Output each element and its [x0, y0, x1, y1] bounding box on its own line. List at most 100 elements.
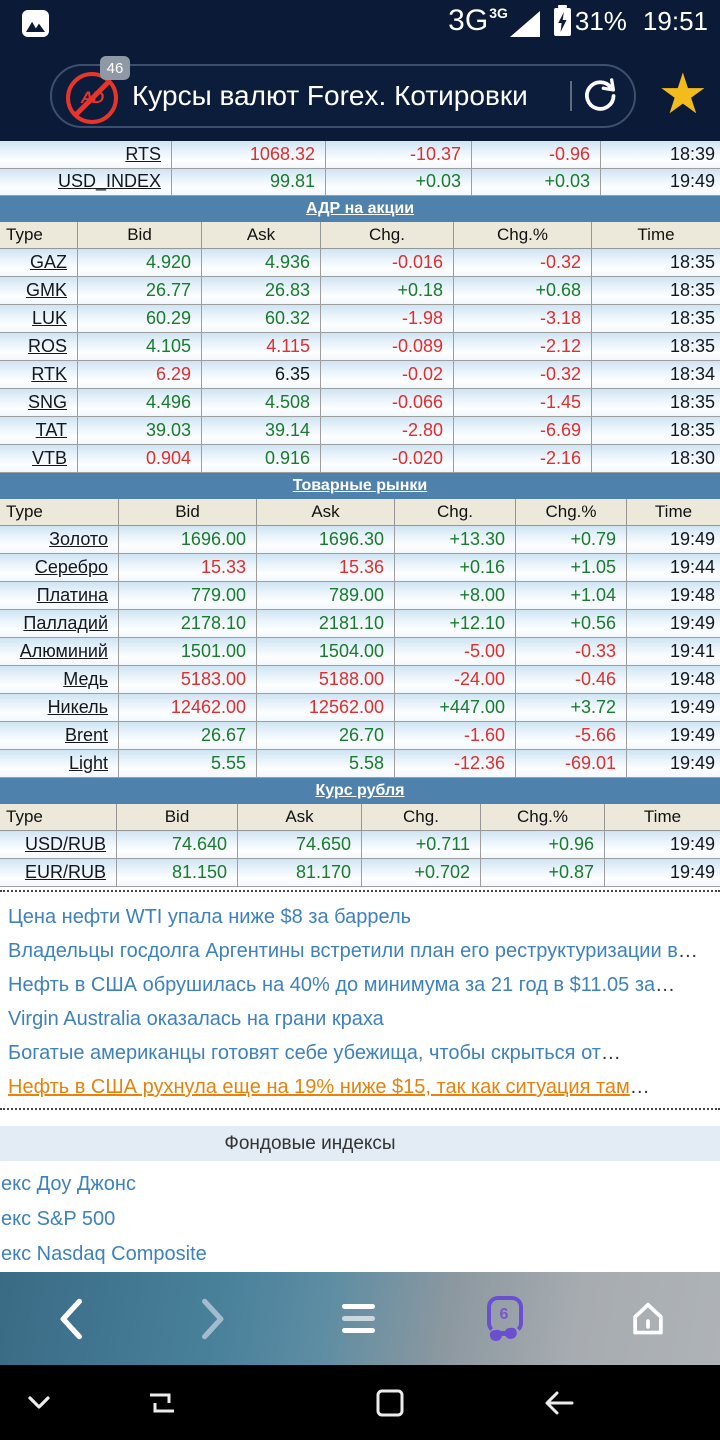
quote-cell: +0.18 [321, 277, 454, 304]
quote-row: Медь 5183.00 5188.00 -24.00 -0.46 19:48 [0, 666, 720, 694]
quote-cell: 12462.00 [119, 694, 257, 721]
quote-cell: 19:41 [669, 641, 715, 661]
instrument-link[interactable]: Палладий [0, 610, 119, 637]
instrument-link[interactable]: GAZ [0, 249, 78, 276]
instrument-link[interactable]: ROS [0, 333, 78, 360]
address-bar[interactable]: 46 AD Курсы валют Forex. Котировки [50, 56, 636, 128]
quote-table: АДР на акции Type Bid Ask Chg. Chg.% Time GAZ 4.… [0, 196, 720, 473]
dotted-divider [0, 1108, 720, 1110]
browser-tabs-button[interactable]: 6 [476, 1272, 532, 1365]
quote-cell: 81.150 [117, 859, 238, 886]
instrument-link[interactable]: Никель [0, 694, 119, 721]
instrument-link[interactable]: LUK [0, 305, 78, 332]
instrument-link[interactable]: TAT [0, 417, 78, 444]
quote-row: Серебро 15.33 15.36 +0.16 +1.05 19:44 [0, 554, 720, 582]
quote-cell: -1.45 [454, 389, 592, 416]
instrument-link[interactable]: Золото [0, 526, 119, 553]
quote-cell: -6.69 [454, 417, 592, 444]
quote-cell: -1.60 [395, 722, 516, 749]
switch-windows-icon[interactable] [142, 1365, 182, 1440]
column-header: Ask [257, 499, 395, 525]
instrument-link[interactable]: EUR/RUB [0, 859, 117, 886]
instrument-link[interactable]: Light [0, 750, 119, 777]
quote-cell: 4.920 [78, 249, 202, 276]
quote-cell: 5.55 [119, 750, 257, 777]
instrument-link[interactable]: Серебро [0, 554, 119, 581]
browser-forward-button[interactable] [184, 1272, 240, 1365]
column-header: Bid [119, 499, 257, 525]
quote-cell: 19:48 [669, 669, 715, 689]
news-link[interactable]: Нефть в США обрушилась на 40% до минимум… [8, 968, 720, 1002]
instrument-link[interactable]: RTS [0, 141, 172, 168]
quote-row: RTS 1068.32 -10.37 -0.96 18:39 [0, 141, 720, 169]
quote-cell: -2.12 [454, 333, 592, 360]
news-link[interactable]: Нефть в США рухнула еще на 19% ниже $15,… [8, 1070, 720, 1104]
instrument-link[interactable]: Платина [0, 582, 119, 609]
browser-back-button[interactable] [44, 1272, 100, 1365]
column-header: Chg.% [516, 499, 627, 525]
section-band-link[interactable]: Товарные рынки [292, 477, 428, 494]
quote-cell: +1.04 [516, 582, 627, 609]
adblock-icon[interactable]: AD [66, 72, 118, 124]
bookmark-star-icon[interactable]: ★ [657, 62, 708, 125]
column-header: Time [637, 225, 675, 244]
quote-row: VTB 0.904 0.916 -0.020 -2.16 18:30 [0, 445, 720, 473]
instrument-link[interactable]: GMK [0, 277, 78, 304]
quote-cell: 18:30 [669, 448, 715, 468]
news-link[interactable]: Цена нефти WTI упала ниже $8 за баррель [8, 900, 720, 934]
instrument-link[interactable]: VTB [0, 445, 78, 472]
quote-cell: 18:35 [669, 420, 715, 440]
section-band-link[interactable]: АДР на акции [305, 200, 415, 217]
news-link[interactable]: Богатые американцы готовят себе убежища,… [8, 1036, 720, 1070]
quote-cell: -0.96 [472, 141, 601, 168]
hide-navbar-button[interactable] [26, 1365, 52, 1440]
page-title[interactable]: Курсы валют Forex. Котировки [132, 80, 528, 111]
refresh-icon[interactable] [580, 76, 620, 116]
tab-frame-icon [487, 1295, 523, 1334]
section-band-link[interactable]: Курс рубля [315, 782, 405, 799]
quote-cell: 789.00 [257, 582, 395, 609]
quote-cell: 6.29 [78, 361, 202, 388]
quote-row: USD_INDEX 99.81 +0.03 +0.03 19:49 [0, 168, 720, 196]
instrument-link[interactable]: Brent [0, 722, 119, 749]
instrument-link[interactable]: Медь [0, 666, 119, 693]
browser-home-button[interactable] [620, 1272, 676, 1365]
instrument-link[interactable]: SNG [0, 389, 78, 416]
stock-index-link[interactable]: екс S&P 500 [1, 1208, 116, 1230]
news-link[interactable]: Virgin Australia оказалась на грани крах… [8, 1002, 720, 1036]
quote-cell: 4.115 [202, 333, 321, 360]
instrument-link[interactable]: RTK [0, 361, 78, 388]
browser-menu-button[interactable] [330, 1272, 386, 1365]
quote-cell: 1068.32 [172, 141, 326, 168]
quote-row: TAT 39.03 39.14 -2.80 -6.69 18:35 [0, 417, 720, 445]
instrument-link[interactable]: Алюминий [0, 638, 119, 665]
quote-cell: +8.00 [395, 582, 516, 609]
recent-apps-button[interactable] [374, 1365, 406, 1440]
quote-row: GMK 26.77 26.83 +0.18 +0.68 18:35 [0, 277, 720, 305]
column-header: Chg. [362, 804, 481, 830]
quote-cell: 4.496 [78, 389, 202, 416]
quote-cell: 4.508 [202, 389, 321, 416]
quote-cell: 19:49 [669, 613, 715, 633]
news-link[interactable]: Владельцы госдолга Аргентины встретили п… [8, 934, 720, 968]
news-link-text: Нефть в США обрушилась на 40% до минимум… [8, 974, 656, 996]
stock-index-link[interactable]: екс Nasdaq Composite [1, 1243, 207, 1265]
quote-cell: 4.936 [202, 249, 321, 276]
quote-row: GAZ 4.920 4.936 -0.016 -0.32 18:35 [0, 249, 720, 277]
address-bar-divider [570, 81, 572, 111]
android-back-button[interactable] [540, 1365, 578, 1440]
news-list: Цена нефти WTI упала ниже $8 за баррель В… [0, 892, 720, 1104]
instrument-link[interactable]: USD/RUB [0, 831, 117, 858]
battery-charging-icon [553, 5, 571, 36]
quote-cell: +0.702 [362, 859, 481, 886]
instrument-link[interactable]: USD_INDEX [0, 168, 172, 195]
column-header: Chg.% [481, 804, 605, 830]
quote-cell: -0.066 [321, 389, 454, 416]
quote-cell: 18:35 [669, 336, 715, 356]
stock-index-link[interactable]: екс Доу Джонс [1, 1173, 136, 1195]
web-page: RTS 1068.32 -10.37 -0.96 18:39 USD_INDEX 99.81… [0, 141, 720, 1272]
dotted-divider [0, 890, 720, 892]
battery-percent: 31% [574, 5, 627, 36]
quote-cell: -5.00 [395, 638, 516, 665]
adblock-wrap[interactable]: 46 AD [64, 56, 130, 126]
